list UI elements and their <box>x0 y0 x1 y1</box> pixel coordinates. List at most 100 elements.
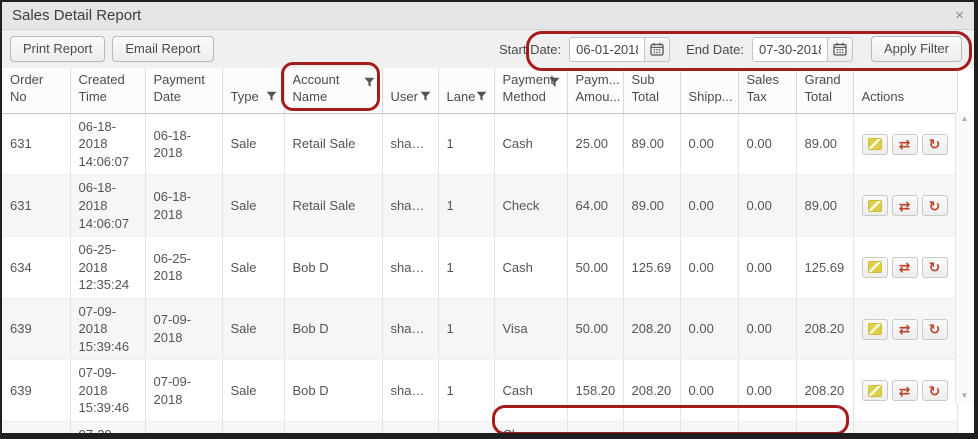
end-date-calendar-button[interactable] <box>826 36 853 62</box>
refresh-button[interactable]: ↻ <box>921 195 948 217</box>
edit-button[interactable] <box>861 195 888 217</box>
transfer-button[interactable]: ⇄ <box>891 380 918 402</box>
cell-payment-amount: 64.00 <box>567 174 624 238</box>
cell-account-name: Bob D <box>284 421 383 433</box>
refresh-icon: ↻ <box>928 321 941 338</box>
cell-grand-total: 208.20 <box>796 359 854 422</box>
start-date-group <box>569 36 671 62</box>
column-header-account-name: Account Name <box>284 68 383 114</box>
cell-sales-tax: 0.00 <box>738 359 797 422</box>
cell-payment-date: 06-18-2018 <box>145 113 223 176</box>
cell-grand-total: 50.45 <box>796 421 854 433</box>
cell-lane: 1 <box>438 236 495 299</box>
filter-icon[interactable] <box>364 77 375 88</box>
cell-user: shaw... <box>382 174 439 238</box>
cell-shipping: 0.00 <box>680 113 739 176</box>
filter-icon[interactable] <box>420 91 431 102</box>
start-date-calendar-button[interactable] <box>644 36 671 62</box>
end-date-input[interactable] <box>751 36 828 62</box>
cell-account-name: Retail Sale <box>284 174 383 238</box>
cell-actions: ⇄ ↻ <box>853 236 958 299</box>
refresh-button[interactable]: ↻ <box>921 380 948 402</box>
cell-account-name: Bob D <box>284 298 383 361</box>
column-header-grand-total: Grand Total <box>796 68 854 114</box>
transfer-arrows-icon: ⇄ <box>898 382 911 399</box>
cell-type: Sale <box>222 359 285 422</box>
cell-account-name: Retail Sale <box>284 113 383 176</box>
cell-payment-method: Cash <box>494 236 568 299</box>
calendar-icon <box>650 42 664 56</box>
cell-sub-total: 89.00 <box>623 113 681 176</box>
cell-order-no: 634 <box>2 236 71 299</box>
transfer-arrows-icon: ⇄ <box>898 136 911 153</box>
cell-actions: ⇄ ↻ <box>853 174 958 238</box>
cell-order-no: 643 <box>2 421 71 433</box>
refresh-icon: ↻ <box>928 382 941 399</box>
cell-user: shaw... <box>382 421 439 433</box>
email-report-button[interactable]: Email Report <box>112 35 214 63</box>
close-icon[interactable]: × <box>955 7 964 24</box>
column-header-type: Type <box>222 68 285 114</box>
cell-payment-method: Charge to Account <box>494 421 568 433</box>
cell-order-no: 639 <box>2 359 71 422</box>
transfer-button[interactable]: ⇄ <box>891 318 918 340</box>
cell-sales-tax: 0.00 <box>738 298 797 361</box>
table-row: 631 06-18-2018 14:06:07 06-18-2018 Sale R… <box>2 174 958 238</box>
transfer-button[interactable]: ⇄ <box>891 133 918 155</box>
cell-payment-date: 07-20-2018 <box>145 421 223 433</box>
filter-icon[interactable] <box>476 91 487 102</box>
edit-button[interactable] <box>861 380 888 402</box>
cell-sub-total: 125.69 <box>623 236 681 299</box>
edit-button[interactable] <box>861 256 888 278</box>
refresh-button[interactable]: ↻ <box>921 318 948 340</box>
cell-order-no: 631 <box>2 113 71 176</box>
cell-payment-date: 07-09-2018 <box>145 298 223 361</box>
transfer-button[interactable]: ⇄ <box>891 195 918 217</box>
transfer-button[interactable]: ⇄ <box>891 256 918 278</box>
cell-grand-total: 125.69 <box>796 236 854 299</box>
cell-created-time: 06-18-2018 14:06:07 <box>70 113 146 176</box>
filter-icon[interactable] <box>266 91 277 102</box>
edit-button[interactable] <box>861 318 888 340</box>
cell-lane: 1 <box>438 113 495 176</box>
cell-lane: 1 <box>438 298 495 361</box>
cell-payment-method: Check <box>494 174 568 238</box>
edit-pencil-icon <box>867 323 882 336</box>
cell-actions: ⇄ ↻ <box>853 113 958 176</box>
cell-actions: ⇄ ↻ <box>853 359 958 422</box>
column-header-sales-tax: Sales Tax <box>738 68 797 114</box>
cell-grand-total: 89.00 <box>796 113 854 176</box>
cell-grand-total: 208.20 <box>796 298 854 361</box>
cell-sales-tax: 0.00 <box>738 236 797 299</box>
column-header-actions: Actions <box>853 68 958 114</box>
end-date-label: End Date: <box>686 41 744 57</box>
cell-shipping: 0.00 <box>680 359 739 422</box>
refresh-button[interactable]: ↻ <box>921 133 948 155</box>
cell-created-time: 06-25-2018 12:35:24 <box>70 236 146 299</box>
refresh-icon: ↻ <box>928 197 941 214</box>
edit-button[interactable] <box>861 133 888 155</box>
print-report-button[interactable]: Print Report <box>10 35 106 63</box>
scroll-down-icon[interactable]: ▼ <box>960 391 969 400</box>
cell-type: Sale <box>222 174 285 238</box>
column-header-payment-amount: Paym... Amou... <box>567 68 624 114</box>
transfer-arrows-icon: ⇄ <box>898 321 911 338</box>
start-date-input[interactable] <box>569 36 646 62</box>
cell-sales-tax: 0.00 <box>738 174 797 238</box>
cell-type: Sale <box>222 236 285 299</box>
vertical-scrollbar[interactable]: ▲ ▼ <box>955 112 973 403</box>
cell-payment-method: Cash <box>494 359 568 422</box>
scroll-up-icon[interactable]: ▲ <box>960 114 969 123</box>
cell-payment-date: 06-25-2018 <box>145 236 223 299</box>
edit-pencil-icon <box>867 261 882 274</box>
refresh-button[interactable]: ↻ <box>921 256 948 278</box>
edit-pencil-icon <box>867 384 882 397</box>
cell-sub-total: 208.20 <box>623 298 681 361</box>
edit-pencil-icon <box>867 138 882 151</box>
cell-shipping: 0.00 <box>680 421 739 433</box>
cell-payment-date: 06-18-2018 <box>145 174 223 238</box>
filter-icon[interactable] <box>549 77 560 88</box>
apply-filter-button[interactable]: Apply Filter <box>870 35 962 63</box>
